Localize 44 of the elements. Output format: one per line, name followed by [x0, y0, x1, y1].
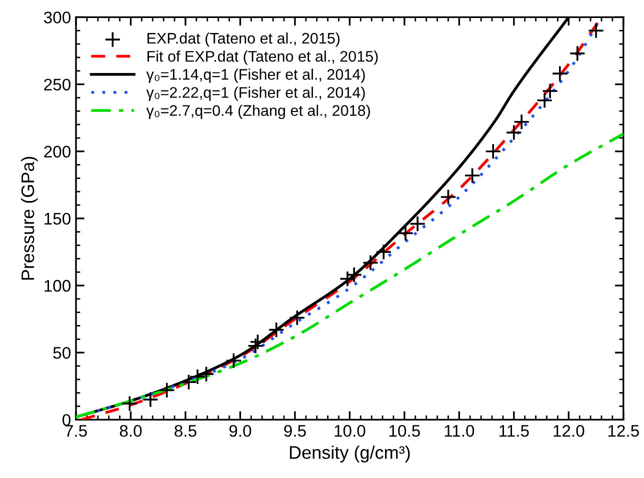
y-tick-label: 100	[44, 280, 70, 292]
y-tick-label: 150	[44, 212, 70, 225]
point	[250, 334, 266, 350]
legend-label: γ₀=1.14,q=1 (Fisher et al., 2014)	[146, 68, 365, 83]
point	[362, 254, 379, 271]
x-tick-label: 7.5	[65, 425, 87, 437]
x-tick-label: 10.5	[389, 424, 420, 437]
point	[142, 391, 159, 408]
x-tick-label: 9.5	[284, 424, 306, 437]
y-tick-label: 200	[44, 146, 70, 158]
x-axis-title: Density (g/cm³)	[290, 446, 410, 462]
point	[464, 167, 480, 184]
x-tick-label: 11.0	[444, 424, 474, 437]
point	[198, 366, 214, 382]
legend-label: Fit of EXP.dat (Tateno et al., 2015)	[148, 50, 378, 65]
point	[588, 22, 604, 39]
legend-label: γ₀=2.22,q=1 (Fisher et al., 2014)	[146, 86, 365, 101]
point	[121, 395, 138, 412]
x-tick-label: 12.5	[608, 424, 639, 437]
point	[375, 244, 392, 260]
y-axis-title: Pressure (GPa)	[20, 156, 38, 280]
point	[552, 65, 568, 82]
y-tick-label: 0	[62, 414, 70, 426]
x-tick-label: 8.5	[174, 424, 196, 437]
point	[440, 188, 456, 206]
x-tick-label: 11.5	[500, 425, 529, 437]
point	[288, 310, 306, 326]
x-tick-label: 12.0	[554, 424, 584, 437]
x-tick-label: 10.0	[334, 424, 366, 437]
point	[268, 322, 285, 338]
point	[484, 143, 502, 160]
x-tick-label: 8.0	[120, 424, 142, 437]
y-tick-label: 300	[44, 12, 70, 24]
legend-label: γ₀=2.7,q=0.4 (Zhang et al., 2018)	[146, 104, 370, 119]
point	[569, 45, 586, 62]
y-tick-label: 250	[44, 78, 70, 90]
point	[397, 225, 414, 242]
point	[409, 216, 426, 232]
point	[247, 338, 264, 354]
legend-label: EXP.dat (Tateno et al., 2015)	[148, 32, 340, 47]
x-tick-label: 9.0	[229, 424, 252, 437]
point	[225, 352, 242, 369]
y-tick-label: 50	[53, 347, 70, 359]
point	[158, 382, 176, 398]
